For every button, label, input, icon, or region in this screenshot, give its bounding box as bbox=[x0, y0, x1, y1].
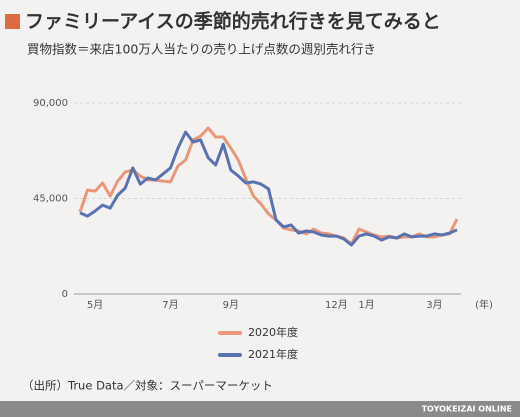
x-tick-label: 12月 bbox=[325, 299, 348, 311]
y-tick-label: 90,000 bbox=[33, 98, 68, 109]
x-tick-label: 3月 bbox=[426, 299, 442, 311]
subtitle: 買物指数＝来店100万人当たりの売り上げ点数の週別売れ行き bbox=[27, 42, 376, 57]
legend-label: 2020年度 bbox=[248, 325, 298, 339]
x-tick-label: 1月 bbox=[358, 299, 374, 311]
y-tick-label: 0 bbox=[62, 289, 68, 300]
chart-title: ファミリーアイスの季節的売れ行きを見てみると bbox=[25, 10, 441, 33]
x-tick-label: 5月 bbox=[87, 299, 103, 311]
x-axis-label: (年) bbox=[475, 298, 493, 311]
footer-bar bbox=[0, 401, 520, 417]
series-line bbox=[78, 126, 459, 246]
x-tick-label: 9月 bbox=[223, 299, 239, 311]
footer-brand: TOYOKEIZAI ONLINE bbox=[422, 405, 512, 414]
series-line bbox=[79, 130, 458, 247]
legend-label: 2021年度 bbox=[248, 347, 298, 361]
x-tick-label: 7月 bbox=[162, 299, 178, 311]
title-marker bbox=[5, 14, 20, 29]
y-tick-label: 45,000 bbox=[33, 194, 68, 205]
source: （出所）True Data／対象：スーパーマーケット bbox=[22, 379, 273, 393]
